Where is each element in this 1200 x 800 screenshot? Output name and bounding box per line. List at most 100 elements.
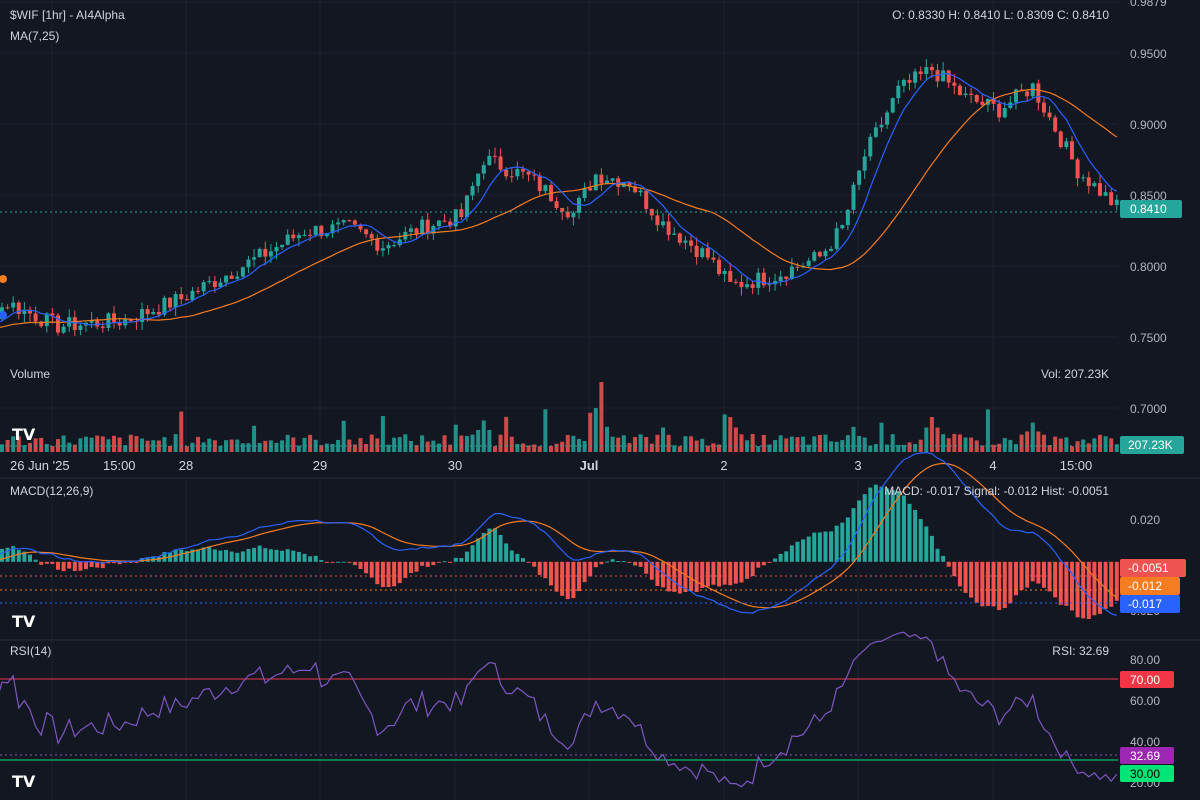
tradingview-logo-icon[interactable]: TV [12,772,36,791]
candle [851,184,856,210]
volume-bar [890,434,895,452]
ohlc-readout: O: 0.8330 H: 0.8410 L: 0.8309 C: 0.8410 [892,8,1109,22]
macd-hist-bar [907,503,912,562]
macd-panel[interactable] [0,451,1119,619]
volume-bar [644,437,649,452]
candle [554,201,559,208]
macd-line [0,451,1117,616]
candle [425,219,430,234]
price-tick: 0.7000 [1130,402,1167,416]
macd-hist-bar [448,561,453,563]
candle [27,309,32,314]
volume-bar [27,442,32,452]
volume-bar [1114,444,1119,452]
candle [739,281,744,288]
candle [459,209,464,218]
tradingview-logo-icon[interactable]: TV [12,425,36,444]
candle [448,221,453,227]
candle [1081,177,1086,179]
candle [661,221,666,226]
volume-bar [509,436,514,452]
ma7-line [0,73,1118,326]
macd-label[interactable]: MACD(12,26,9) [10,484,93,498]
macd-hist-bar [560,561,565,596]
candle [16,302,21,315]
macd-hist-bar [67,561,72,569]
rsi-lower-tag: 30.00 [1120,765,1174,782]
rsi-panel[interactable] [0,631,1118,788]
volume-bar [168,445,173,452]
time-axis[interactable]: 26 Jun '25 15:00 28 29 30 Jul 2 3 4 15:0… [10,458,1092,473]
volume-bar [380,416,385,452]
date-label: 28 [179,458,193,473]
volume-bar [274,442,279,452]
candle [100,326,105,328]
volume-bar [173,434,178,452]
volume-bar [537,446,542,452]
rsi-label[interactable]: RSI(14) [10,644,51,658]
candle [862,156,867,171]
macd-hist-bar [700,561,705,588]
volume-bar [677,446,682,452]
macd-hist-bar [901,495,906,562]
macd-hist-bar [196,549,201,562]
candle [106,313,111,328]
candle [218,282,223,287]
macd-hist-bar [453,557,458,562]
macd-hist-bar [285,549,290,562]
macd-hist-bar [296,551,301,562]
candle [599,174,604,184]
volume-bar [145,440,150,452]
macd-hist-bar [263,548,268,562]
candle [420,219,425,235]
candle [806,260,811,266]
candle [212,281,217,287]
volume-bar [257,442,262,452]
tradingview-logo-icon[interactable]: TV [12,612,36,631]
price-axis[interactable]: 0.9879 0.9500 0.9000 0.8500 0.8000 0.750… [1130,0,1167,416]
volume-bar [285,434,290,452]
macd-hist-bar [33,559,38,562]
price-panel[interactable] [0,59,1119,452]
macd-hist-bar [100,561,105,569]
candle [263,248,268,257]
macd-tick: 0.020 [1130,513,1160,527]
volume-label[interactable]: Volume [10,367,50,381]
candle [700,248,705,257]
candle [767,284,772,286]
candle [509,176,514,178]
candle [408,228,413,232]
candle [991,99,996,104]
candle [644,190,649,209]
volume-bar [924,427,929,452]
candle [464,195,469,218]
volume-bar [901,444,906,452]
volume-bar [212,440,217,452]
candle [532,174,537,176]
volume-bar [526,445,531,452]
candle [1114,199,1119,205]
ma-indicator-label[interactable]: MA(7,25) [10,29,59,43]
candle [22,309,27,315]
macd-hist-bar [705,561,710,587]
volume-bar [722,414,727,452]
macd-hist-bar [969,561,974,598]
candle [442,220,447,222]
volume-bar [22,445,27,452]
volume-bar [929,417,934,452]
volume-bar [190,442,195,452]
candle [823,250,828,257]
candle [347,220,352,222]
volume-bar [750,434,755,452]
volume-bar [504,416,509,452]
candle [330,224,335,234]
volume-bar [705,445,710,452]
candle [896,85,901,99]
volume-bar [862,437,867,452]
candle [492,155,497,157]
candle [352,220,357,225]
candle [252,257,257,260]
macd-hist-bar [655,561,660,586]
candle [969,93,974,96]
macd-hist-bar [845,517,850,562]
